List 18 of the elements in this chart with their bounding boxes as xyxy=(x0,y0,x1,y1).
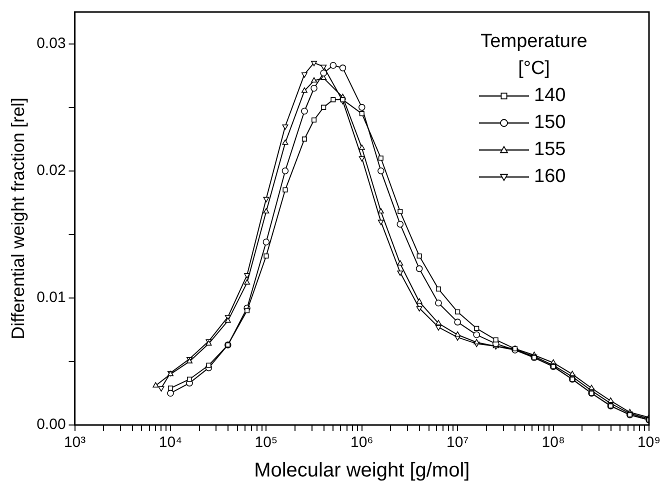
x-tick-label: 10³ xyxy=(64,434,86,452)
x-tick-label: 10⁶ xyxy=(350,434,374,452)
legend-label: 155 xyxy=(534,139,566,160)
legend-label: 160 xyxy=(534,166,566,188)
y-tick-label: 0.02 xyxy=(36,162,66,179)
x-tick-label: 10⁹ xyxy=(637,434,661,452)
x-tick-label: 10⁸ xyxy=(542,434,565,452)
y-tick-label: 0.01 xyxy=(36,289,66,306)
y-tick-label: 0.00 xyxy=(36,416,66,434)
y-axis-title: Differential weight fraction [rel] xyxy=(8,98,28,340)
x-tick-label: 10⁴ xyxy=(158,434,182,452)
x-axis-title: Molecular weight [g/mol] xyxy=(254,460,470,482)
legend-label: 150 xyxy=(534,112,566,134)
x-tick-label: 10⁷ xyxy=(446,434,469,452)
legend-title: Temperature [°C] xyxy=(480,31,588,80)
legend-label: 140 xyxy=(534,85,566,106)
y-tick-label: 0.03 xyxy=(36,34,66,52)
x-tick-label: 10⁵ xyxy=(254,434,278,452)
